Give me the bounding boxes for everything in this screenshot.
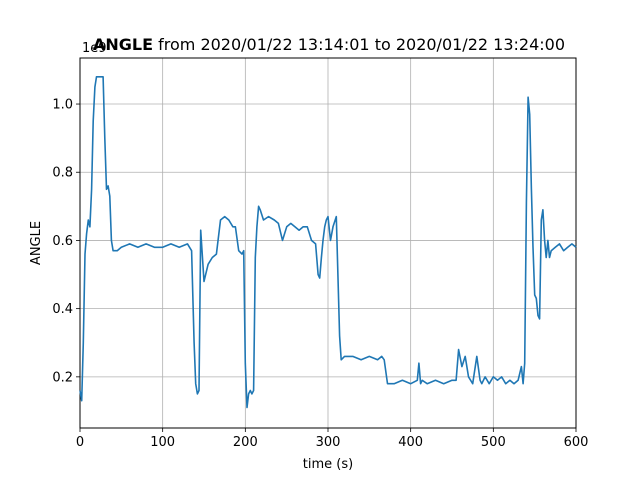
chart-title-bold: ANGLE [93, 35, 153, 54]
x-tick-label: 0 [76, 435, 84, 450]
y-axis: 0.2 0.4 0.6 0.8 1.0 [52, 98, 80, 385]
y-axis-label: ANGLE [29, 221, 44, 265]
x-tick-label: 300 [316, 435, 341, 450]
x-tick-label: 200 [233, 435, 258, 450]
y-tick-label: 0.8 [52, 166, 73, 181]
y-tick-label: 0.6 [52, 234, 73, 249]
x-axis-label: time (s) [303, 457, 353, 472]
x-tick-label: 500 [481, 435, 506, 450]
x-tick-label: 400 [398, 435, 423, 450]
x-axis: 0 100 200 300 400 500 600 [76, 428, 589, 450]
chart-title-rest: from 2020/01/22 13:14:01 to 2020/01/22 1… [153, 35, 565, 54]
x-tick-label: 100 [150, 435, 175, 450]
x-tick-label: 600 [564, 435, 589, 450]
chart-title: ANGLE from 2020/01/22 13:14:01 to 2020/0… [93, 35, 565, 54]
y-tick-label: 0.2 [52, 370, 73, 385]
y-tick-label: 1.0 [52, 98, 73, 113]
series-line [79, 76, 577, 409]
y-tick-label: 0.4 [52, 302, 73, 317]
grid [79, 58, 577, 428]
y-offset-text: 1e9 [82, 41, 107, 56]
